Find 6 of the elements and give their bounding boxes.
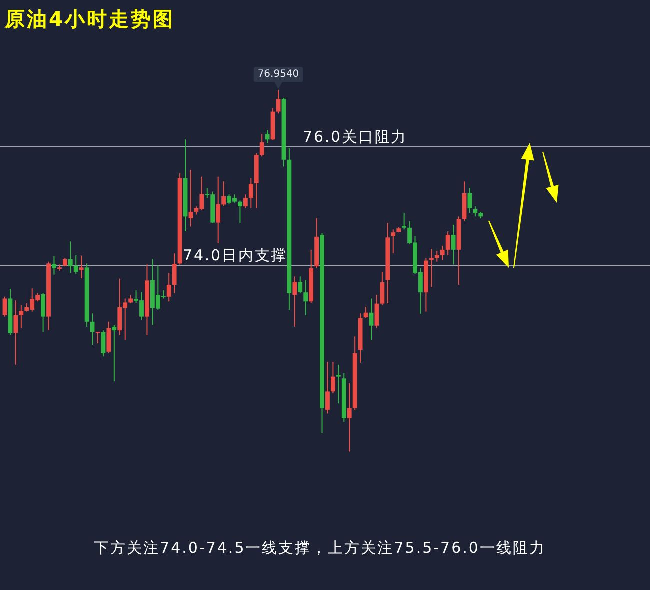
ref-label: 74.0日内支撑: [183, 246, 288, 264]
ref-label: 76.0关口阻力: [303, 128, 408, 146]
annotation: 76.9540: [258, 69, 300, 80]
annotation: 下方关注74.0-74.5一线支撑，上方关注75.5-76.0一线阻力: [94, 539, 546, 557]
annotation: 76.9540: [254, 67, 304, 90]
title: 原油4小时走势图: [5, 7, 175, 31]
